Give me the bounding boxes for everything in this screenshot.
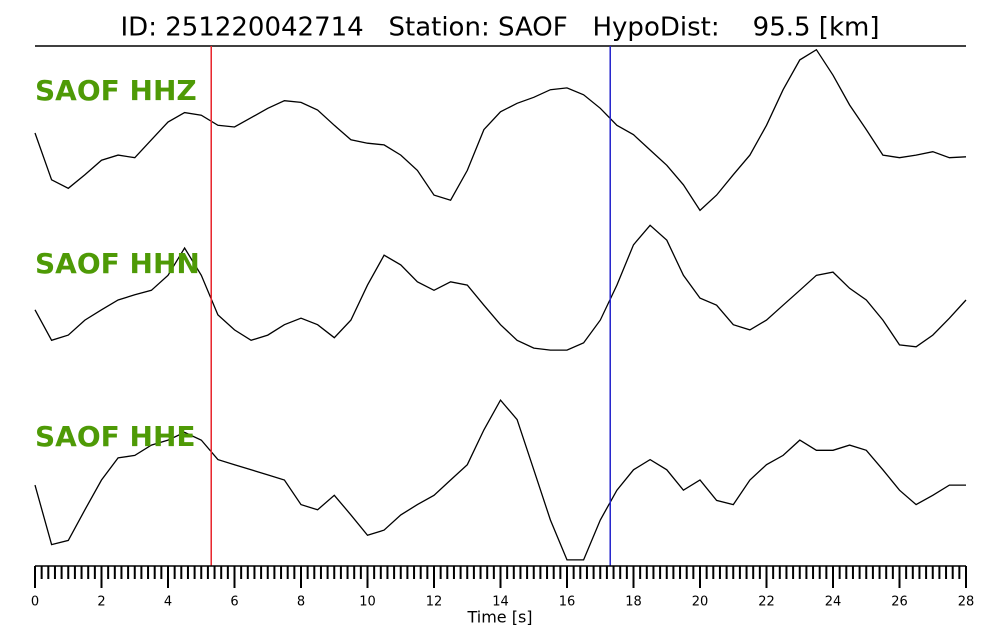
x-tick-label: 12 (426, 595, 443, 610)
x-tick-label: 8 (297, 595, 305, 610)
trace-label: SAOF HHE (35, 420, 196, 453)
x-tick-label: 4 (164, 595, 172, 610)
x-tick-label: 22 (758, 595, 775, 610)
x-tick-label: 18 (625, 595, 642, 610)
x-tick-label: 24 (825, 595, 842, 610)
chart-title: ID: 251220042714 Station: SAOF HypoDist:… (121, 13, 880, 43)
trace-label: SAOF HHZ (35, 74, 197, 107)
trace (34, 398, 966, 561)
x-tick-label: 6 (230, 595, 238, 610)
x-tick-label: 0 (31, 595, 39, 610)
x-tick-label: 2 (97, 595, 105, 610)
trace (34, 48, 967, 212)
x-tick-label: 26 (891, 595, 908, 610)
x-tick-label: 14 (492, 595, 509, 610)
trace-label: SAOF HHN (35, 247, 200, 280)
x-tick-label: 16 (559, 595, 576, 610)
trace (34, 224, 967, 351)
x-tick-label: 20 (692, 595, 709, 610)
x-tick-label: 10 (359, 595, 376, 610)
x-axis-label: Time [s] (466, 608, 532, 627)
x-tick-label: 28 (958, 595, 975, 610)
